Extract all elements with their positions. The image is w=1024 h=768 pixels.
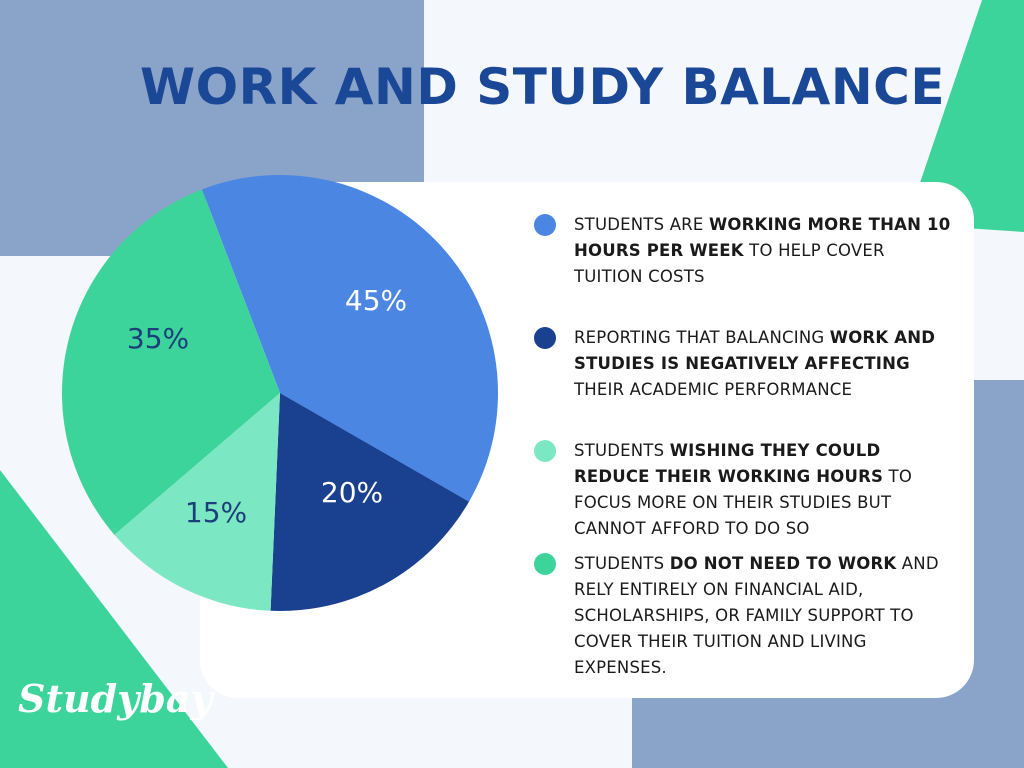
pie-slice-15 [114,393,280,611]
pie-slice-20 [270,393,470,611]
legend-text-suffix: AND RELY ENTIRELY ON FINANCIAL AID, SCHO… [574,554,939,677]
legend-text-prefix: STUDENTS ARE [574,215,709,234]
legend-text: REPORTING THAT BALANCING WORK AND STUDIE… [574,325,944,403]
legend-color-dot [534,440,556,462]
legend-color-dot [534,327,556,349]
legend-text-suffix: TO FOCUS MORE ON THEIR STUDIES BUT CANNO… [574,467,913,538]
background-triangle-top-right [906,0,1024,232]
legend-text-prefix: STUDENTS [574,554,670,573]
legend-text-bold: DO NOT NEED TO WORK [669,554,897,573]
legend-text-suffix: TO HELP COVER TUITION COSTS [574,241,885,286]
legend-text-bold: WISHING THEY COULD REDUCE THEIR WORKING … [574,441,884,486]
legend-item: REPORTING THAT BALANCING WORK AND STUDIE… [534,325,944,403]
background-triangle-bottom-left [0,470,228,768]
pie-slice-45 [201,175,498,502]
legend-text-bold: WORK AND STUDIES IS NEGATIVELY AFFECTING [574,328,936,373]
legend-text-suffix: THEIR ACADEMIC PERFORMANCE [574,380,853,399]
legend-item: STUDENTS DO NOT NEED TO WORK AND RELY EN… [534,551,956,681]
pie-slice-label-45: 45% [345,284,407,317]
pie-slice-label-15: 15% [185,496,247,529]
studybay-logo: Studybay [18,676,213,721]
legend-text: STUDENTS ARE WORKING MORE THAN 10 HOURS … [574,212,954,290]
legend-color-dot [534,553,556,575]
pie-slice-label-35: 35% [127,322,189,355]
page-title: WORK AND STUDY BALANCE [140,58,946,116]
pie-slice-label-20: 20% [321,476,383,509]
legend-color-dot [534,214,556,236]
legend-text-prefix: REPORTING THAT BALANCING [574,328,830,347]
legend-item: STUDENTS ARE WORKING MORE THAN 10 HOURS … [534,212,954,290]
pie-chart: 45% 20% 15% 35% [62,175,498,611]
legend-item: STUDENTS WISHING THEY COULD REDUCE THEIR… [534,438,944,542]
legend-text: STUDENTS WISHING THEY COULD REDUCE THEIR… [574,438,944,542]
pie-slice-35 [62,189,280,535]
legend-text: STUDENTS DO NOT NEED TO WORK AND RELY EN… [574,551,956,681]
legend-text-bold: WORKING MORE THAN 10 HOURS PER WEEK [574,215,951,260]
legend-text-prefix: STUDENTS [574,441,670,460]
